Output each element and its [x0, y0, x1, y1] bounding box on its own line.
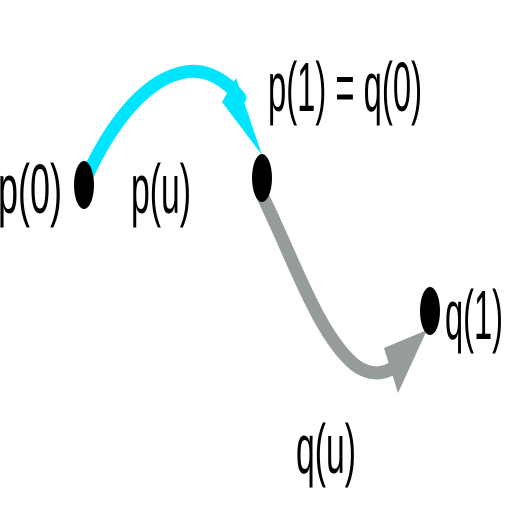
- curve-p-arrowhead: [222, 78, 262, 155]
- point-q1: [420, 287, 440, 335]
- label-p1-q0: p(1) = q(0): [268, 48, 422, 126]
- point-p1-q0: [252, 154, 272, 202]
- label-qu: q(u): [296, 410, 356, 488]
- label-p0: p(0): [0, 150, 62, 228]
- label-pu: p(u): [131, 150, 191, 228]
- curve-p: [79, 64, 247, 185]
- curve-q-arrowhead: [384, 330, 427, 393]
- point-p0: [74, 161, 94, 209]
- label-q1: q(1): [445, 276, 503, 354]
- curve-q: [255, 188, 400, 380]
